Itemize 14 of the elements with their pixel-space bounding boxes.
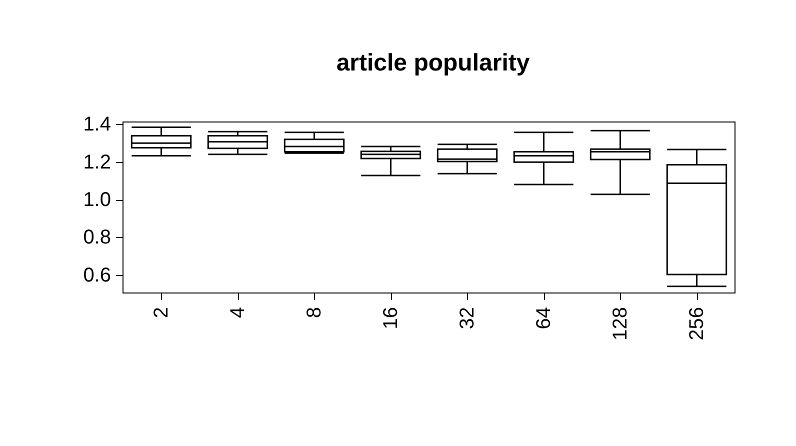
x-tick-label: 8: [303, 307, 326, 318]
y-tick-label: 1.4: [83, 114, 111, 136]
x-tick-label: 2: [150, 307, 172, 318]
y-tick-label: 0.6: [83, 264, 111, 286]
x-tick-label: 4: [226, 307, 249, 318]
x-tick-label: 128: [609, 307, 632, 340]
y-tick-label: 0.8: [83, 226, 111, 249]
x-tick-label: 32: [456, 307, 478, 330]
y-tick-label: 1.2: [83, 151, 111, 174]
y-tick-label: 1.0: [83, 188, 111, 211]
chart-title: article popularity: [336, 50, 530, 76]
x-tick-label: 256: [686, 307, 708, 340]
x-tick-label: 16: [380, 307, 402, 330]
x-tick-label: 64: [532, 307, 555, 330]
